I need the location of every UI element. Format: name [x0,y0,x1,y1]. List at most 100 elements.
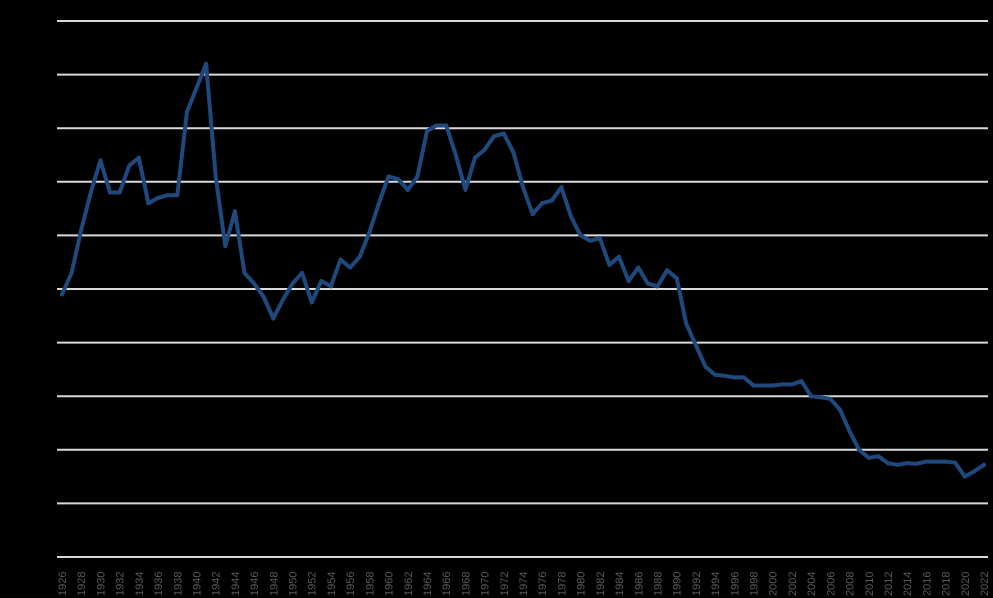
data-point [434,123,439,128]
data-point [396,177,401,182]
x-tick-label: 1926 [57,572,69,596]
data-point [761,383,766,388]
data-point [905,461,910,466]
data-point [962,474,967,479]
x-tick-label: 1982 [595,572,607,596]
x-tick-label: 1996 [729,572,741,596]
x-tick-label: 1964 [422,572,434,596]
data-point [847,429,852,434]
data-point [338,257,343,262]
data-point [876,454,881,459]
x-tick-label: 2022 [979,572,991,596]
data-point [472,155,477,160]
data-point [530,211,535,216]
data-point [837,407,842,412]
data-point [108,190,113,195]
x-tick-label: 2018 [941,572,953,596]
data-point [828,396,833,401]
x-tick-label: 1930 [95,572,107,596]
x-tick-label: 1928 [76,572,88,596]
data-point [328,284,333,289]
x-tick-label: 2002 [787,572,799,596]
data-point [972,469,977,474]
x-tick-label: 1988 [652,572,664,596]
data-point [165,193,170,198]
data-point [722,373,727,378]
data-point [655,284,660,289]
data-point [127,163,132,168]
data-point [60,292,64,297]
x-tick-label: 1944 [230,572,242,596]
data-point [770,383,775,388]
data-point [290,281,295,286]
data-point [367,230,372,235]
gridlines [57,20,988,558]
data-point [261,295,266,300]
data-point [223,244,228,249]
x-tick-label: 1934 [134,572,146,596]
data-point [866,455,871,460]
data-point [982,462,986,467]
x-tick-label: 1994 [710,572,722,596]
data-point [684,321,689,326]
x-tick-label: 1960 [384,572,396,596]
x-tick-label: 1946 [249,572,261,596]
data-point [578,233,583,238]
data-point [549,198,554,203]
x-tick-label: 1972 [499,572,511,596]
data-point [117,190,122,195]
x-tick-label: 2016 [921,572,933,596]
x-tick-label: 2012 [883,572,895,596]
data-point [540,201,545,206]
data-point [136,155,141,160]
data-point [588,238,593,243]
data-point [232,209,237,214]
x-tick-label: 1956 [345,572,357,596]
data-point [424,128,429,133]
x-tick-label: 1976 [537,572,549,596]
x-tick-label: 2004 [806,572,818,596]
data-point [271,316,276,321]
data-point [156,195,161,200]
x-tick-label: 1974 [518,572,530,596]
data-point [521,185,525,190]
data-point [780,382,785,387]
data-point [444,123,449,128]
data-point [943,459,948,464]
data-point [732,375,737,380]
data-point [204,61,209,66]
data-point [953,460,958,465]
data-point [405,187,410,192]
data-point [924,459,929,464]
data-point [607,262,612,267]
x-tick-label: 1984 [614,572,626,596]
data-point [79,228,84,233]
x-tick-label: 2020 [960,572,972,596]
x-tick-label: 1992 [691,572,703,596]
x-tick-label: 1962 [403,572,415,596]
data-point [597,236,602,241]
data-point [357,254,362,259]
data-point [789,382,794,387]
data-point [453,153,458,157]
data-point [741,375,746,380]
data-point [415,174,420,179]
data-point [501,131,506,136]
x-tick-label: 1986 [633,572,645,596]
data-point [175,193,180,198]
data-point [482,147,487,152]
x-tick-label: 1950 [288,572,300,596]
data-point [280,297,285,302]
data-point [569,214,574,219]
x-tick-label: 1966 [441,572,453,596]
data-point [713,372,718,377]
data-point [914,461,919,466]
data-point [98,158,103,163]
data-point [252,281,257,286]
data-point [88,190,93,195]
x-tick-label: 1940 [191,572,203,596]
data-point [146,201,151,206]
data-point [933,459,938,464]
x-tick-label: 1932 [115,572,127,596]
data-point [885,461,890,466]
